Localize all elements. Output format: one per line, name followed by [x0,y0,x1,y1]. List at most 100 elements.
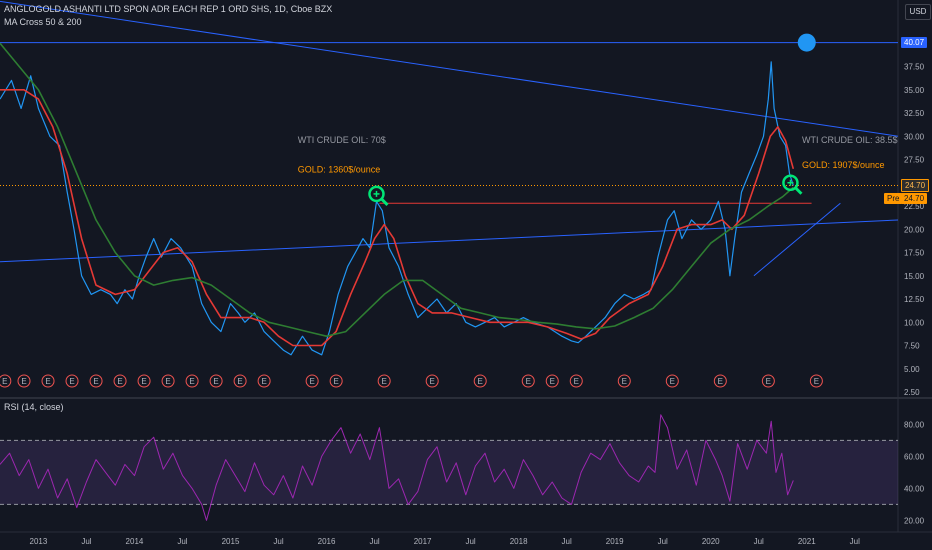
rsi-band-fill [0,440,898,505]
earnings-icon: E [185,374,199,388]
ma-indicator-label[interactable]: MA Cross 50 & 200 [4,17,82,27]
price-tick-label: 35.00 [904,86,925,95]
svg-text:E: E [670,377,675,386]
time-tick-label: Jul [273,537,283,546]
badge-icon [797,33,816,52]
svg-text:E: E [381,377,386,386]
time-tick-label: 2019 [606,537,624,546]
price-tick-label: 37.50 [904,63,925,72]
earnings-icon: E [569,374,583,388]
price-tick-label: 7.50 [904,342,920,351]
currency-button[interactable]: USD [905,4,931,20]
series-ma-50 [0,89,795,347]
annotation-gold1: GOLD: 1360$/ounce [298,165,381,175]
earnings-icon: E [137,374,151,388]
price-tick-label: 22.50 [904,202,925,211]
series-ma-200 [0,42,794,337]
price-tick-label: 2.50 [904,388,920,397]
pre-price-tag: 24.70 [901,193,928,204]
svg-text:E: E [309,377,314,386]
time-tick-label: 2013 [30,537,48,546]
svg-text:E: E [261,377,266,386]
svg-text:E: E [718,377,723,386]
rsi-tick-label: 20.00 [904,516,925,525]
time-tick-label: 2016 [318,537,336,546]
series [0,42,795,521]
svg-text:E: E [550,377,555,386]
svg-text:E: E [141,377,146,386]
earnings-icon: E [209,374,223,388]
last-price-tag: 24.70 [901,179,930,192]
earnings-icon: E [41,374,55,388]
time-tick-label: Jul [177,537,187,546]
svg-text:E: E [165,377,170,386]
price-tick-label: 5.00 [904,365,920,374]
rsi-line [0,414,794,521]
earnings-icon: E [809,374,823,388]
series-price [0,61,794,356]
price-tick-label: 12.50 [904,295,925,304]
earnings-icon: E [473,374,487,388]
svg-text:E: E [333,377,338,386]
svg-text:E: E [69,377,74,386]
svg-text:E: E [766,377,771,386]
earnings-icon: E [17,374,31,388]
earnings-icon: E [713,374,727,388]
price-tick-label: 15.00 [904,272,925,281]
rsi-tick-label: 80.00 [904,420,925,429]
time-tick-label: Jul [658,537,668,546]
time-tick-label: 2017 [414,537,432,546]
earnings-icon: E [113,374,127,388]
time-tick-label: Jul [850,537,860,546]
time-tick-label: Jul [369,537,379,546]
time-tick-label: 2021 [798,537,816,546]
earnings-icon: E [305,374,319,388]
svg-text:E: E [45,377,50,386]
earnings-icon: E [0,374,12,388]
rsi-tick-label: 60.00 [904,452,925,461]
earnings-icon: E [329,374,343,388]
time-tick-label: Jul [81,537,91,546]
earnings-icon: E [761,374,775,388]
time-tick-label: Jul [562,537,572,546]
svg-text:E: E [526,377,531,386]
earnings-icon: E [257,374,271,388]
svg-text:E: E [574,377,579,386]
svg-text:E: E [430,377,435,386]
resistance-trendline [0,0,899,137]
svg-text:E: E [213,377,218,386]
level-price-tag: 40.07 [901,37,928,48]
grid [0,0,932,533]
price-tick-label: 30.00 [904,132,925,141]
time-tick-label: 2015 [222,537,240,546]
svg-text:E: E [189,377,194,386]
svg-text:E: E [478,377,483,386]
price-tick-label: 10.00 [904,318,925,327]
rsi-band [0,439,898,505]
svg-text:E: E [622,377,627,386]
markers: WTI CRUDE OIL: 70$ GOLD: 1360$/ounce WTI C… [0,33,897,388]
time-tick-label: Jul [754,537,764,546]
annotation-oil1: WTI CRUDE OIL: 70$ [298,135,386,145]
svg-text:E: E [814,377,819,386]
earnings-icon: E [545,374,559,388]
rsi-label[interactable]: RSI (14, close) [4,402,64,412]
price-tick-label: 32.50 [904,109,925,118]
rsi-tick-label: 40.00 [904,484,925,493]
time-tick-label: 2018 [510,537,528,546]
earnings-icon: E [161,374,175,388]
svg-text:E: E [93,377,98,386]
symbol-title[interactable]: ANGLOGOLD ASHANTI LTD SPON ADR EACH REP … [4,4,333,14]
earnings-icon: E [89,374,103,388]
price-tick-label: 27.50 [904,156,925,165]
svg-text:E: E [237,377,242,386]
magnifier-icon [782,174,803,195]
earnings-icon: E [233,374,247,388]
earnings-icon: E [65,374,79,388]
earnings-icon: E [617,374,631,388]
earnings-icon: E [521,374,535,388]
annotation-gold2: GOLD: 1907$/ounce [802,160,885,170]
price-tick-label: 20.00 [904,225,925,234]
